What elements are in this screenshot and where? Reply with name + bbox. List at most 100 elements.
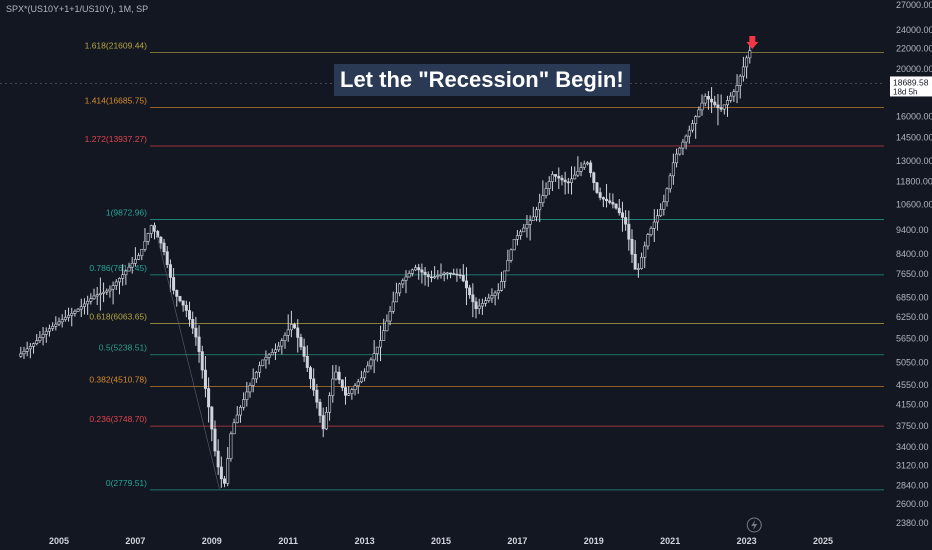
fib-label: 0.786(7617.45) bbox=[89, 263, 147, 273]
candle-body bbox=[557, 175, 561, 179]
candle-body bbox=[436, 275, 440, 277]
candle-body bbox=[414, 267, 418, 271]
candle-body bbox=[445, 272, 449, 275]
candle-body bbox=[703, 95, 707, 104]
candle-body bbox=[420, 269, 424, 273]
candle-body bbox=[350, 389, 354, 394]
candle-body bbox=[710, 98, 714, 103]
candle-body bbox=[582, 163, 586, 168]
candle-body bbox=[678, 147, 682, 155]
candle-body bbox=[130, 263, 134, 268]
candle-body bbox=[379, 340, 383, 348]
candle-body bbox=[515, 235, 519, 240]
candle-body bbox=[503, 270, 507, 282]
candle-body bbox=[86, 300, 90, 305]
candle-body bbox=[675, 153, 679, 164]
y-tick-label: 10600.00 bbox=[896, 199, 932, 209]
candle-body bbox=[175, 290, 179, 297]
candle-body bbox=[487, 297, 491, 301]
current-price-countdown: 18d 5h bbox=[893, 87, 917, 96]
candle-body bbox=[194, 327, 198, 338]
candle-body bbox=[277, 345, 281, 351]
candle-body bbox=[25, 348, 29, 352]
candle-body bbox=[159, 236, 163, 244]
y-tick-label: 3400.00 bbox=[896, 442, 929, 452]
y-tick-label: 14500.00 bbox=[896, 133, 932, 143]
x-axis[interactable]: 2005 2007 2009 2011 2013 2015 2017 2019 2021 2023… bbox=[49, 536, 833, 546]
x-tick-label: 2023 bbox=[737, 536, 757, 546]
candle-body bbox=[60, 319, 64, 323]
candle-body bbox=[178, 296, 182, 302]
candle-body bbox=[662, 201, 666, 210]
candle-body bbox=[264, 357, 268, 361]
y-tick-label: 2600.00 bbox=[896, 499, 929, 509]
candle-body bbox=[722, 104, 726, 110]
y-tick-label: 4150.00 bbox=[896, 399, 929, 409]
candle-body bbox=[506, 260, 510, 272]
fib-label: 1.414(16685.75) bbox=[85, 96, 148, 106]
candle-body bbox=[73, 310, 77, 314]
y-tick-label: 4550.00 bbox=[896, 380, 929, 390]
x-tick-label: 2015 bbox=[431, 536, 451, 546]
candle-body bbox=[716, 104, 720, 109]
candle-body bbox=[738, 75, 742, 86]
candle-body bbox=[452, 273, 456, 275]
candle-body bbox=[382, 330, 386, 341]
candle-body bbox=[305, 356, 309, 368]
candle-body bbox=[251, 378, 255, 386]
candle-body bbox=[538, 202, 542, 211]
candle-body bbox=[181, 300, 185, 306]
candle-body bbox=[165, 251, 169, 265]
x-tick-label: 2019 bbox=[584, 536, 604, 546]
candle-body bbox=[652, 221, 656, 229]
candle-body bbox=[429, 276, 433, 279]
candle-body bbox=[493, 292, 497, 296]
y-tick-label: 2380.00 bbox=[896, 518, 929, 528]
y-tick-label: 27000.00 bbox=[896, 0, 932, 10]
candle-body bbox=[162, 242, 166, 252]
candle-body bbox=[668, 175, 672, 190]
candle-body bbox=[690, 123, 694, 131]
candle-body bbox=[640, 256, 644, 269]
candle-body bbox=[671, 162, 675, 177]
candle-body bbox=[108, 288, 112, 292]
candle-body bbox=[146, 233, 150, 242]
candle-body bbox=[44, 330, 48, 335]
candle-body bbox=[461, 274, 465, 282]
symbol-title[interactable]: SPX*(US10Y+1+1/US10Y), 1M, SP bbox=[6, 4, 149, 14]
candle-body bbox=[614, 203, 618, 209]
down-arrow-icon bbox=[746, 36, 759, 49]
candle-body bbox=[566, 181, 570, 184]
candle-body bbox=[51, 325, 55, 329]
candle-body bbox=[741, 66, 745, 77]
candle-body bbox=[127, 266, 131, 272]
fib-label: 1.618(21609.44) bbox=[85, 40, 148, 50]
y-axis[interactable]: 27000.0024000.0022000.0020000.0018000.00… bbox=[896, 0, 932, 528]
candle-body bbox=[484, 300, 488, 304]
candle-body bbox=[223, 478, 227, 484]
candle-body bbox=[449, 272, 453, 275]
candle-body bbox=[47, 328, 51, 332]
candle-body bbox=[172, 277, 176, 291]
candle-body bbox=[598, 192, 602, 198]
candle-body bbox=[480, 303, 484, 307]
x-tick-label: 2007 bbox=[125, 536, 145, 546]
candle-body bbox=[28, 346, 32, 350]
candle-body bbox=[627, 223, 631, 240]
candle-body bbox=[340, 379, 344, 388]
candle-body bbox=[232, 422, 236, 435]
candle-body bbox=[219, 466, 223, 480]
candle-body bbox=[63, 317, 67, 320]
candle-body bbox=[140, 248, 144, 256]
candle-body bbox=[315, 389, 319, 403]
candle-body bbox=[270, 352, 274, 356]
candle-body bbox=[359, 377, 363, 383]
candle-body bbox=[719, 107, 723, 110]
candle-body bbox=[725, 100, 729, 106]
candle-body bbox=[490, 295, 494, 299]
candle-body bbox=[560, 177, 564, 181]
candle-body bbox=[210, 406, 214, 430]
candle-body bbox=[388, 311, 392, 322]
y-tick-label: 2840.00 bbox=[896, 480, 929, 490]
